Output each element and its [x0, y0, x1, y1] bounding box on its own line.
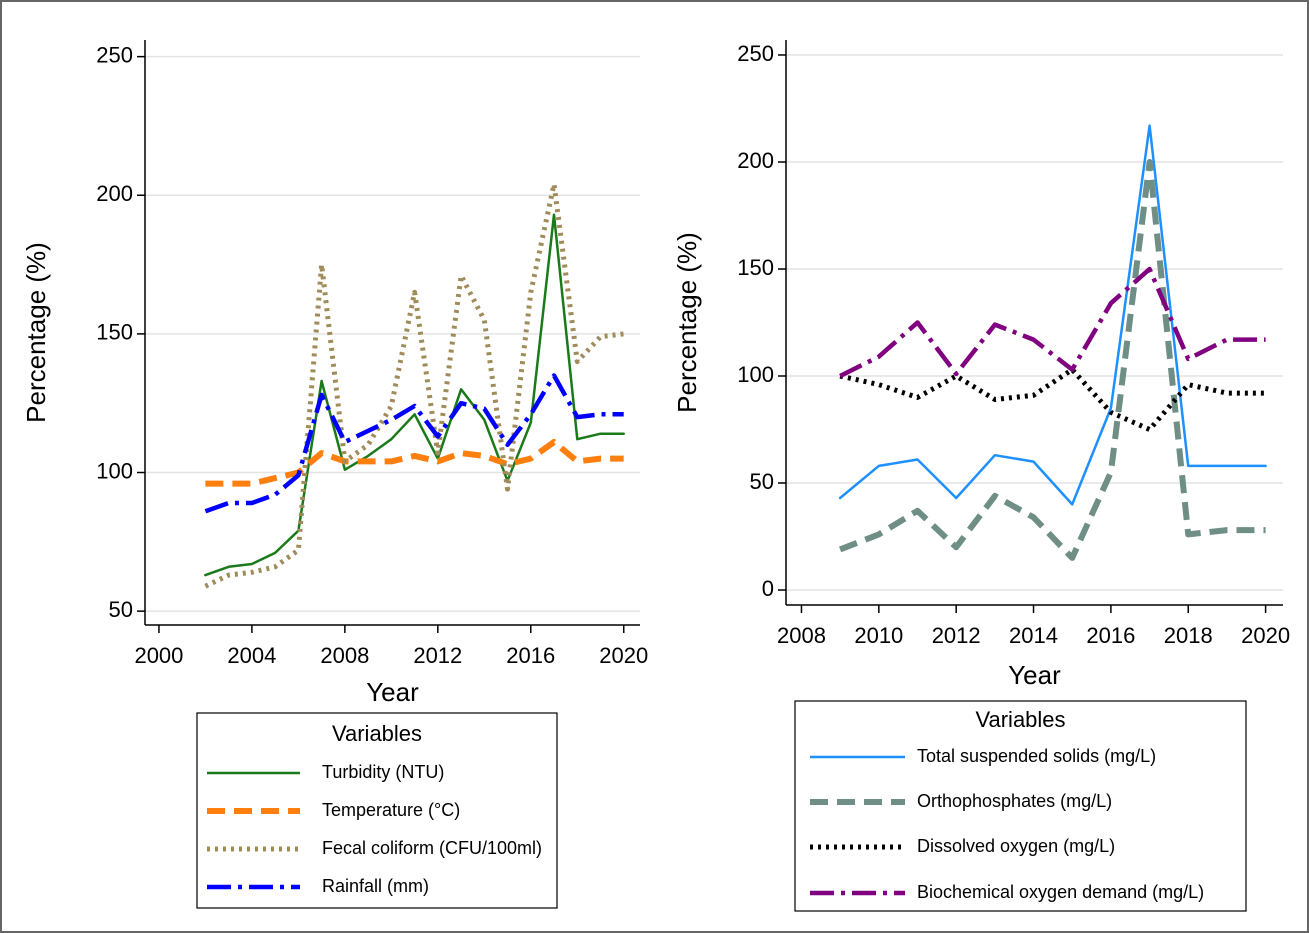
legend-title: Variables	[332, 721, 422, 746]
y-tick-label: 0	[762, 576, 774, 601]
x-tick-label: 2016	[1086, 623, 1135, 648]
legend-label: Rainfall (mm)	[322, 876, 429, 896]
series-line	[839, 266, 1266, 379]
y-tick-label: 200	[96, 181, 133, 206]
y-tick-label: 250	[737, 41, 774, 66]
x-tick-label: 2020	[599, 643, 648, 668]
x-tick-label: 2020	[1241, 623, 1290, 648]
x-tick-label: 2018	[1164, 623, 1213, 648]
x-axis-title: Year	[366, 677, 419, 707]
series-line	[204, 373, 624, 514]
y-tick-label: 50	[109, 597, 133, 622]
legend-box	[794, 700, 1247, 912]
x-tick-label: 2008	[777, 623, 826, 648]
legend-label: Turbidity (NTU)	[322, 762, 444, 782]
y-tick-label: 250	[96, 42, 133, 67]
legend-box	[196, 712, 558, 909]
y-tick-label: 150	[96, 320, 133, 345]
y-tick-label: 100	[96, 458, 133, 483]
legend-label: Total suspended solids (mg/L)	[917, 746, 1156, 766]
plot-area	[786, 40, 1283, 605]
legend-title: Variables	[975, 707, 1065, 732]
legend-label: Temperature (°C)	[322, 800, 460, 820]
x-tick-label: 2000	[134, 643, 183, 668]
x-tick-label: 2012	[932, 623, 981, 648]
legend-label: Fecal coliform (CFU/100ml)	[322, 838, 542, 858]
x-tick-label: 2008	[320, 643, 369, 668]
legend-label: Biochemical oxygen demand (mg/L)	[917, 882, 1204, 902]
x-tick-label: 2012	[413, 643, 462, 668]
series-line	[839, 159, 1266, 561]
y-tick-label: 200	[737, 148, 774, 173]
x-tick-label: 2014	[1009, 623, 1058, 648]
series-line	[839, 367, 1266, 432]
series-line	[838, 124, 1267, 506]
y-axis-title: Percentage (%)	[672, 232, 702, 413]
plot-area	[145, 40, 640, 625]
y-tick-label: 150	[737, 255, 774, 280]
legend-label: Dissolved oxygen (mg/L)	[917, 836, 1115, 856]
legend-label: Orthophosphates (mg/L)	[917, 791, 1112, 811]
y-tick-label: 50	[750, 469, 774, 494]
y-axis-title: Percentage (%)	[21, 242, 51, 423]
series-line	[204, 213, 625, 577]
x-tick-label: 2010	[854, 623, 903, 648]
x-tick-label: 2016	[506, 643, 555, 668]
x-tick-label: 2004	[227, 643, 276, 668]
series-line	[204, 181, 624, 589]
y-tick-label: 100	[737, 362, 774, 387]
x-axis-title: Year	[1008, 660, 1061, 690]
series-line	[205, 439, 624, 487]
